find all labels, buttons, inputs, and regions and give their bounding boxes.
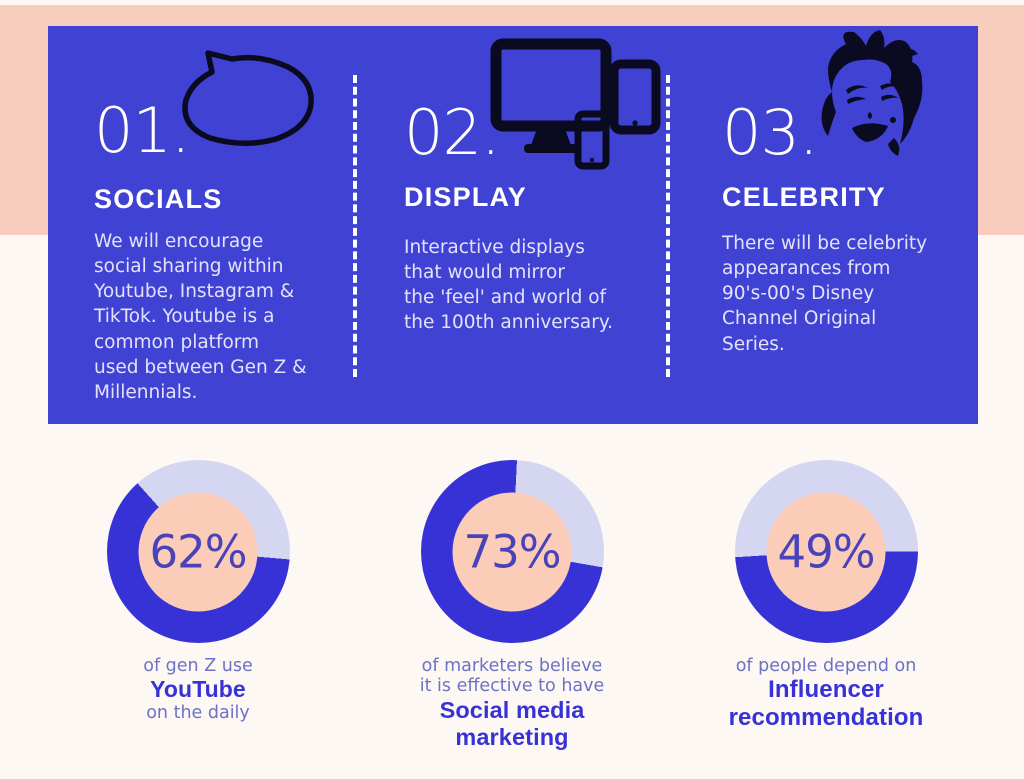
column-heading: CELEBRITY — [722, 182, 886, 212]
celebrity-portrait-icon — [802, 26, 934, 169]
column-heading: DISPLAY — [404, 182, 527, 212]
stat-block: 62% of gen Z use YouTube on the daily — [41, 460, 355, 760]
caption-line: of gen Z use — [143, 656, 253, 676]
donut-center: 62% — [138, 492, 258, 611]
number-icon-row: 03. — [722, 30, 962, 169]
caption-line: on the daily — [146, 702, 250, 723]
caption-line-emphasis: Social media — [439, 696, 585, 723]
stat-block: 73% of marketers believe it is effective… — [355, 460, 669, 760]
caption-line-emphasis: recommendation — [728, 704, 924, 732]
caption-line-emphasis: YouTube — [150, 676, 246, 703]
stats-row: 62% of gen Z use YouTube on the daily 73… — [0, 460, 1024, 760]
step-number: 03. — [722, 96, 819, 169]
caption-line: of people depend on — [735, 656, 917, 676]
number-icon-row: 01. — [94, 48, 332, 168]
hero-column-celebrity: 03. — [676, 26, 978, 424]
column-body: Interactive displays that would mirror t… — [404, 237, 614, 334]
donut-center: 49% — [766, 492, 886, 611]
hero-column-socials: 01. SOCIALS We will encourage social sha… — [48, 26, 358, 424]
hero-column-display: 02. DISPLAY — [358, 26, 676, 424]
donut-chart: 73% — [420, 460, 604, 643]
column-divider-2 — [666, 75, 670, 377]
donut-caption: of marketers believe it is effective to … — [420, 656, 605, 751]
column-body: We will encourage social sharing within … — [94, 231, 307, 403]
devices-display-icon — [486, 36, 661, 181]
step-number: 02. — [404, 96, 501, 169]
donut-percent-label: 62% — [149, 525, 247, 578]
speech-bubble-icon — [172, 40, 322, 153]
donut-percent-label: 49% — [777, 525, 875, 578]
donut-center: 73% — [452, 492, 572, 611]
column-body: There will be celebrity appearances from… — [722, 233, 928, 355]
caption-line-emphasis: Influencer — [768, 676, 884, 704]
donut-caption: of people depend on Influencer recommend… — [729, 656, 924, 732]
column-heading: SOCIALS — [94, 184, 223, 214]
stat-block: 49% of people depend on Influencer recom… — [669, 460, 983, 760]
column-divider-1 — [353, 75, 357, 377]
donut-chart: 49% — [734, 460, 918, 643]
caption-line: it is effective to have — [419, 676, 605, 697]
step-number: 01. — [94, 94, 191, 167]
number-icon-row: 02. — [404, 38, 661, 170]
donut-percent-label: 73% — [463, 525, 561, 578]
donut-chart: 62% — [106, 460, 290, 643]
hero-panel: 01. SOCIALS We will encourage social sha… — [48, 26, 978, 424]
caption-line-emphasis: marketing — [455, 723, 569, 750]
caption-line: of marketers believe — [421, 656, 603, 676]
donut-caption: of gen Z use YouTube on the daily — [143, 656, 253, 723]
